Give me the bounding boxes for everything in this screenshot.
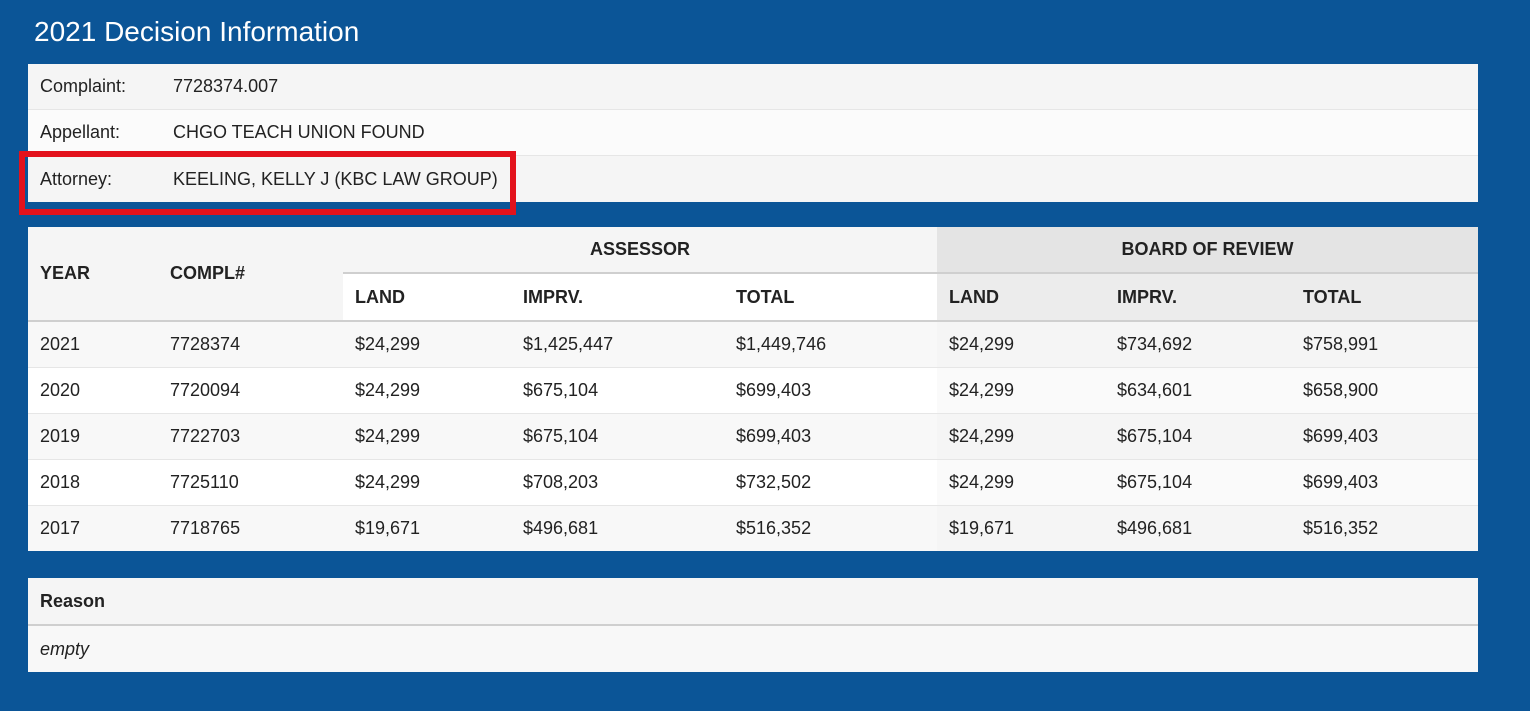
- bor-imprv-cell: $634,601: [1105, 367, 1291, 414]
- table-row: 2017 7718765 $19,671 $496,681 $516,352 $…: [28, 505, 1479, 551]
- decision-info-panel: Complaint: 7728374.007 Appellant: CHGO T…: [28, 64, 1478, 202]
- table-row: 2019 7722703 $24,299 $675,104 $699,403 $…: [28, 413, 1479, 460]
- assessor-imprv-cell: $496,681: [511, 505, 724, 551]
- assessor-land-cell: $24,299: [343, 413, 511, 460]
- assessor-total-cell: $732,502: [724, 459, 937, 506]
- assessor-land-cell: $24,299: [343, 367, 511, 414]
- appellant-value: CHGO TEACH UNION FOUND: [173, 122, 425, 142]
- bor-land-cell: $24,299: [937, 367, 1105, 414]
- compl-cell: 7725110: [158, 459, 343, 506]
- table-row: 2021 7728374 $24,299 $1,425,447 $1,449,7…: [28, 321, 1479, 368]
- attorney-label: Attorney:: [40, 168, 113, 189]
- appellant-row: Appellant: CHGO TEACH UNION FOUND: [28, 110, 1478, 156]
- compl-header: COMPL#: [158, 227, 343, 322]
- assessor-imprv-cell: $675,104: [511, 367, 724, 414]
- bor-imprv-cell: $496,681: [1105, 505, 1291, 551]
- assessor-total-cell: $516,352: [724, 505, 937, 551]
- assessor-total-cell: $1,449,746: [724, 321, 937, 368]
- bor-total-cell: $516,352: [1291, 505, 1479, 551]
- assessor-total-cell: $699,403: [724, 413, 937, 460]
- assessor-imprv-cell: $1,425,447: [511, 321, 724, 368]
- bor-imprv-header: IMPRV.: [1105, 273, 1291, 322]
- year-cell: 2018: [28, 459, 158, 506]
- compl-cell: 7728374: [158, 321, 343, 368]
- bor-land-cell: $24,299: [937, 459, 1105, 506]
- reason-header: Reason: [28, 578, 1478, 626]
- bor-total-cell: $699,403: [1291, 413, 1479, 460]
- table-group-header-row: YEAR COMPL# ASSESSOR BOARD OF REVIEW: [28, 227, 1479, 322]
- assessor-land-cell: $24,299: [343, 321, 511, 368]
- complaint-row: Complaint: 7728374.007: [28, 64, 1478, 110]
- assessor-land-header: LAND: [343, 273, 511, 322]
- assessor-header: ASSESSOR: [343, 227, 937, 274]
- bor-imprv-cell: $734,692: [1105, 321, 1291, 368]
- compl-cell: 7720094: [158, 367, 343, 414]
- attorney-row: Attorney: KEELING, KELLY J (KBC LAW GROU…: [28, 156, 1478, 202]
- compl-cell: 7722703: [158, 413, 343, 460]
- assessor-total-header: TOTAL: [724, 273, 937, 322]
- compl-cell: 7718765: [158, 505, 343, 551]
- appellant-label: Appellant:: [40, 122, 121, 142]
- year-cell: 2019: [28, 413, 158, 460]
- complaint-value: 7728374.007: [173, 76, 279, 96]
- assessor-total-cell: $699,403: [724, 367, 937, 414]
- year-cell: 2020: [28, 367, 158, 414]
- bor-total-cell: $699,403: [1291, 459, 1479, 506]
- reason-value: empty: [28, 626, 1478, 672]
- assessor-imprv-cell: $708,203: [511, 459, 724, 506]
- page-title: 2021 Decision Information: [34, 16, 360, 47]
- bor-land-header: LAND: [937, 273, 1105, 322]
- bor-land-cell: $19,671: [937, 505, 1105, 551]
- attorney-value: KEELING, KELLY J (KBC LAW GROUP): [173, 168, 498, 189]
- year-cell: 2017: [28, 505, 158, 551]
- complaint-label: Complaint:: [40, 76, 127, 96]
- bor-land-cell: $24,299: [937, 413, 1105, 460]
- reason-panel: Reason empty: [28, 578, 1478, 672]
- table-row: 2020 7720094 $24,299 $675,104 $699,403 $…: [28, 367, 1479, 414]
- table-sub-header-row: LAND IMPRV. TOTAL LAND IMPRV. TOTAL: [28, 273, 1479, 322]
- bor-imprv-cell: $675,104: [1105, 459, 1291, 506]
- assessment-values-table: YEAR COMPL# ASSESSOR BOARD OF REVIEW LAN…: [28, 227, 1479, 551]
- bor-total-header: TOTAL: [1291, 273, 1479, 322]
- assessor-land-cell: $24,299: [343, 459, 511, 506]
- year-header: YEAR: [28, 227, 158, 322]
- year-cell: 2021: [28, 321, 158, 368]
- bor-total-cell: $658,900: [1291, 367, 1479, 414]
- assessor-imprv-header: IMPRV.: [511, 273, 724, 322]
- table-row: 2018 7725110 $24,299 $708,203 $732,502 $…: [28, 459, 1479, 506]
- bor-imprv-cell: $675,104: [1105, 413, 1291, 460]
- bor-land-cell: $24,299: [937, 321, 1105, 368]
- bor-total-cell: $758,991: [1291, 321, 1479, 368]
- board-of-review-header: BOARD OF REVIEW: [937, 227, 1479, 274]
- assessor-land-cell: $19,671: [343, 505, 511, 551]
- assessor-imprv-cell: $675,104: [511, 413, 724, 460]
